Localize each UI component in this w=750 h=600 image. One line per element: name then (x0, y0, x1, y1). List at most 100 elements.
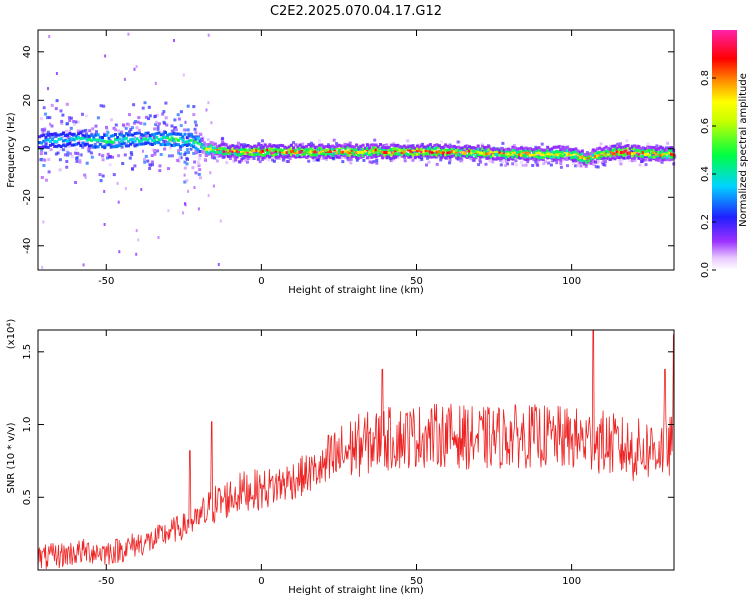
spectrogram-ridge-cell (105, 143, 109, 147)
spectrogram-ridge-cell (476, 147, 480, 151)
spectrogram-cell (220, 141, 224, 145)
spectrogram-cell (124, 187, 127, 190)
spectrogram-ridge-cell (150, 133, 154, 137)
spectrogram-cell (403, 159, 407, 163)
spectrogram-ridge-cell (533, 151, 537, 154)
spectrogram-cell (458, 140, 462, 144)
spectrogram-cell (540, 142, 544, 146)
spectrogram-ridge-cell (656, 154, 660, 158)
spectrogram-ridge-cell (509, 156, 513, 160)
spectrogram-ridge-cell (437, 149, 441, 153)
spectrogram-ridge-cell (142, 137, 146, 141)
spectrogram-ridge-cell (79, 144, 83, 147)
spectrogram-ridge-cell (361, 151, 365, 155)
spectrogram-cell (42, 106, 46, 110)
spectrogram-ridge-cell (352, 153, 356, 157)
spectrogram-ridge-cell (554, 150, 558, 154)
spectrogram-cell (178, 147, 182, 151)
spectrogram-ridge-cell (444, 153, 448, 157)
spectrogram-cell (76, 151, 80, 155)
spectrogram-cell (184, 151, 188, 155)
spectrogram-cell (181, 140, 185, 144)
spectrogram-cell (328, 148, 332, 151)
spectrogram-cell (147, 105, 151, 109)
spectrogram-cell (448, 158, 452, 162)
spectrogram-ridge-cell (507, 149, 511, 153)
spectrogram-ridge-cell (444, 156, 448, 160)
spectrogram-cell (50, 124, 54, 128)
spectrogram-cell (58, 168, 62, 172)
spectrogram-ridge-cell (183, 132, 187, 136)
spectrogram-ridge-cell (422, 153, 426, 157)
spectrogram-cell (193, 127, 197, 131)
spectrogram-ridge-cell (405, 148, 408, 152)
spectrogram-ridge-cell (567, 148, 571, 152)
spectrogram-cell (59, 147, 63, 151)
spectrogram-cell (101, 158, 105, 162)
spectrogram-ridge-cell (557, 156, 560, 159)
spectrogram-ridge-cell (396, 152, 400, 156)
spectrogram-cell (173, 118, 177, 122)
spectrogram-cell (515, 149, 519, 152)
spectrogram-cell (212, 141, 215, 145)
spectrogram-cell (82, 263, 85, 267)
spectrogram-ridge-cell (40, 134, 44, 138)
spectrogram-ridge-cell (578, 152, 582, 156)
spectrogram-ridge-cell (200, 145, 204, 149)
spectrogram-cell (139, 135, 143, 139)
spectrogram-cell (196, 150, 200, 154)
spectrogram-ridge-cell (166, 142, 170, 146)
spectrogram-cell (101, 174, 105, 178)
spectrogram-cell (522, 157, 526, 161)
spectrogram-ridge-cell (44, 138, 48, 142)
spectrogram-ridge-cell (159, 133, 163, 137)
spectrogram-ridge-cell (261, 145, 265, 149)
spectrogram-ridge-cell (405, 146, 408, 149)
spectrogram-ridge-cell (496, 156, 500, 160)
spectrogram-ridge-cell (129, 133, 133, 137)
spectrogram-ridge-cell (515, 147, 519, 151)
spectrogram-ridge-cell (276, 155, 280, 159)
spectrogram-cell (591, 150, 594, 154)
spectrogram-ridge-cell (222, 155, 226, 159)
spectrogram-ridge-cell (79, 131, 83, 135)
spectrogram-ridge-cell (320, 143, 324, 147)
spectrogram-ridge-cell (583, 162, 587, 166)
spectrogram-ridge-cell (300, 153, 304, 157)
spectrogram-ridge-cell (481, 144, 484, 148)
spectrogram-ridge-cell (253, 144, 256, 148)
spectrogram-cell (478, 158, 482, 162)
spectrogram-cell (174, 126, 178, 130)
spectrogram-ridge-cell (98, 135, 102, 139)
spectrogram-cell (184, 120, 187, 124)
spectrogram-cell (85, 161, 89, 165)
spectrogram-ridge-cell (563, 153, 567, 156)
spectrogram-ridge-cell (528, 153, 532, 157)
spectrogram-ridge-cell (257, 154, 261, 158)
spectrogram-cell (211, 156, 215, 160)
spectrogram-ridge-cell (74, 137, 78, 141)
spectrogram-cell (194, 123, 198, 127)
spectrogram-ridge-cell (667, 153, 671, 157)
spectrogram-x-axis-label: Height of straight line (km) (288, 285, 424, 296)
spectrogram-ridge-cell (198, 142, 202, 146)
spectrogram-ridge-cell (107, 143, 111, 147)
spectrogram-ridge-cell (348, 153, 352, 157)
spectrogram-ridge-cell (257, 149, 261, 153)
spectrogram-cell (58, 158, 62, 162)
spectrogram-ridge-cell (550, 150, 554, 154)
spectrogram-cell (638, 163, 642, 167)
spectrogram-cell (187, 132, 191, 136)
spectrogram-ridge-cell (641, 148, 645, 152)
spectrogram-ridge-cell (55, 133, 59, 137)
spectrogram-cell (117, 200, 120, 204)
spectrogram-ridge-cell (92, 145, 96, 149)
spectrogram-cell (173, 141, 177, 145)
spectrogram-cell (101, 153, 105, 157)
spectrogram-ridge-cell (305, 144, 309, 148)
spectrogram-ridge-cell (405, 152, 408, 156)
spectrogram-ridge-cell (237, 146, 241, 150)
spectrogram-cell (192, 139, 196, 143)
spectrogram-cell (118, 250, 121, 254)
spectrogram-cell (630, 159, 634, 163)
